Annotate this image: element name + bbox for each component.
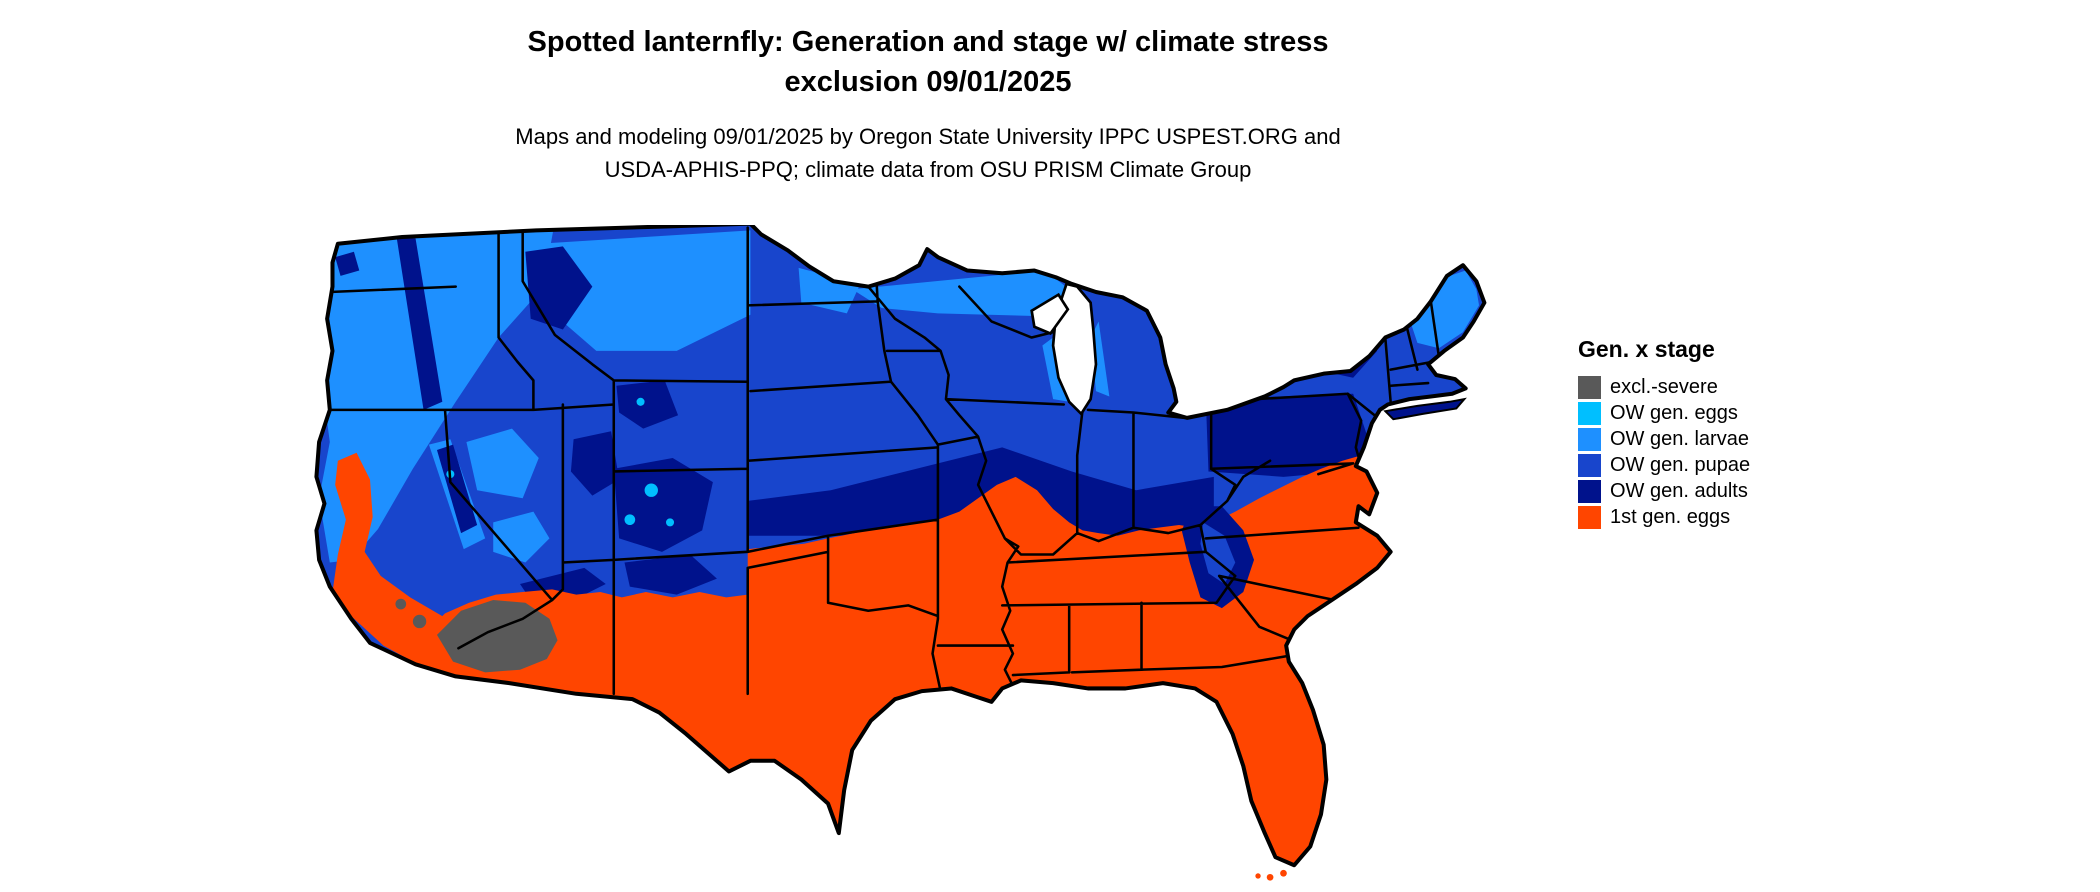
legend-label-first-gen-eggs: 1st gen. eggs [1610,506,1731,528]
legend-label-ow-adults: OW gen. adults [1610,480,1748,502]
long-island [1383,397,1467,421]
legend-swatch-ow-larvae [1578,428,1601,451]
map-title-line1: Spotted lanternfly: Generation and stage… [527,26,1329,58]
legend-row-ow-pupae: OW gen. pupae [1578,453,1878,478]
legend-row-excl-severe: excl.-severe [1578,375,1878,400]
green-bay [1030,292,1070,336]
lake-michigan [1030,282,1098,416]
map-subtitle-line1: Maps and modeling 09/01/2025 by Oregon S… [515,124,1341,149]
legend-label-ow-eggs: OW gen. eggs [1610,402,1738,424]
legend-swatch-first-gen-eggs [1578,506,1601,529]
florida-keys [1255,869,1287,881]
region-excl-severe [395,598,558,673]
legend-swatch-excl-severe [1578,376,1601,399]
legend-label-excl-severe: excl.-severe [1610,376,1718,398]
legend-row-ow-adults: OW gen. adults [1578,479,1878,504]
legend-row-first-gen-eggs: 1st gen. eggs [1578,505,1878,530]
us-map [314,225,1487,881]
map-title-line2: exclusion 09/01/2025 [784,66,1072,98]
legend-swatch-ow-pupae [1578,454,1601,477]
legend-label-ow-larvae: OW gen. larvae [1610,428,1749,450]
legend-row-ow-eggs: OW gen. eggs [1578,401,1878,426]
map-subtitle-line2: USDA-APHIS-PPQ; climate data from OSU PR… [604,157,1252,182]
us-outline [314,225,1487,868]
legend-title: Gen. x stage [1578,336,1715,362]
legend: Gen. x stage excl.-severe OW gen. eggs O… [1578,336,1878,531]
legend-row-ow-larvae: OW gen. larvae [1578,427,1878,452]
map-subtitle: Maps and modeling 09/01/2025 by Oregon S… [0,120,1856,186]
legend-swatch-ow-adults [1578,480,1601,503]
state-borders [325,226,1441,696]
map-title: Spotted lanternfly: Generation and stage… [0,22,1856,102]
legend-swatch-ow-eggs [1578,402,1601,425]
legend-label-ow-pupae: OW gen. pupae [1610,454,1751,476]
